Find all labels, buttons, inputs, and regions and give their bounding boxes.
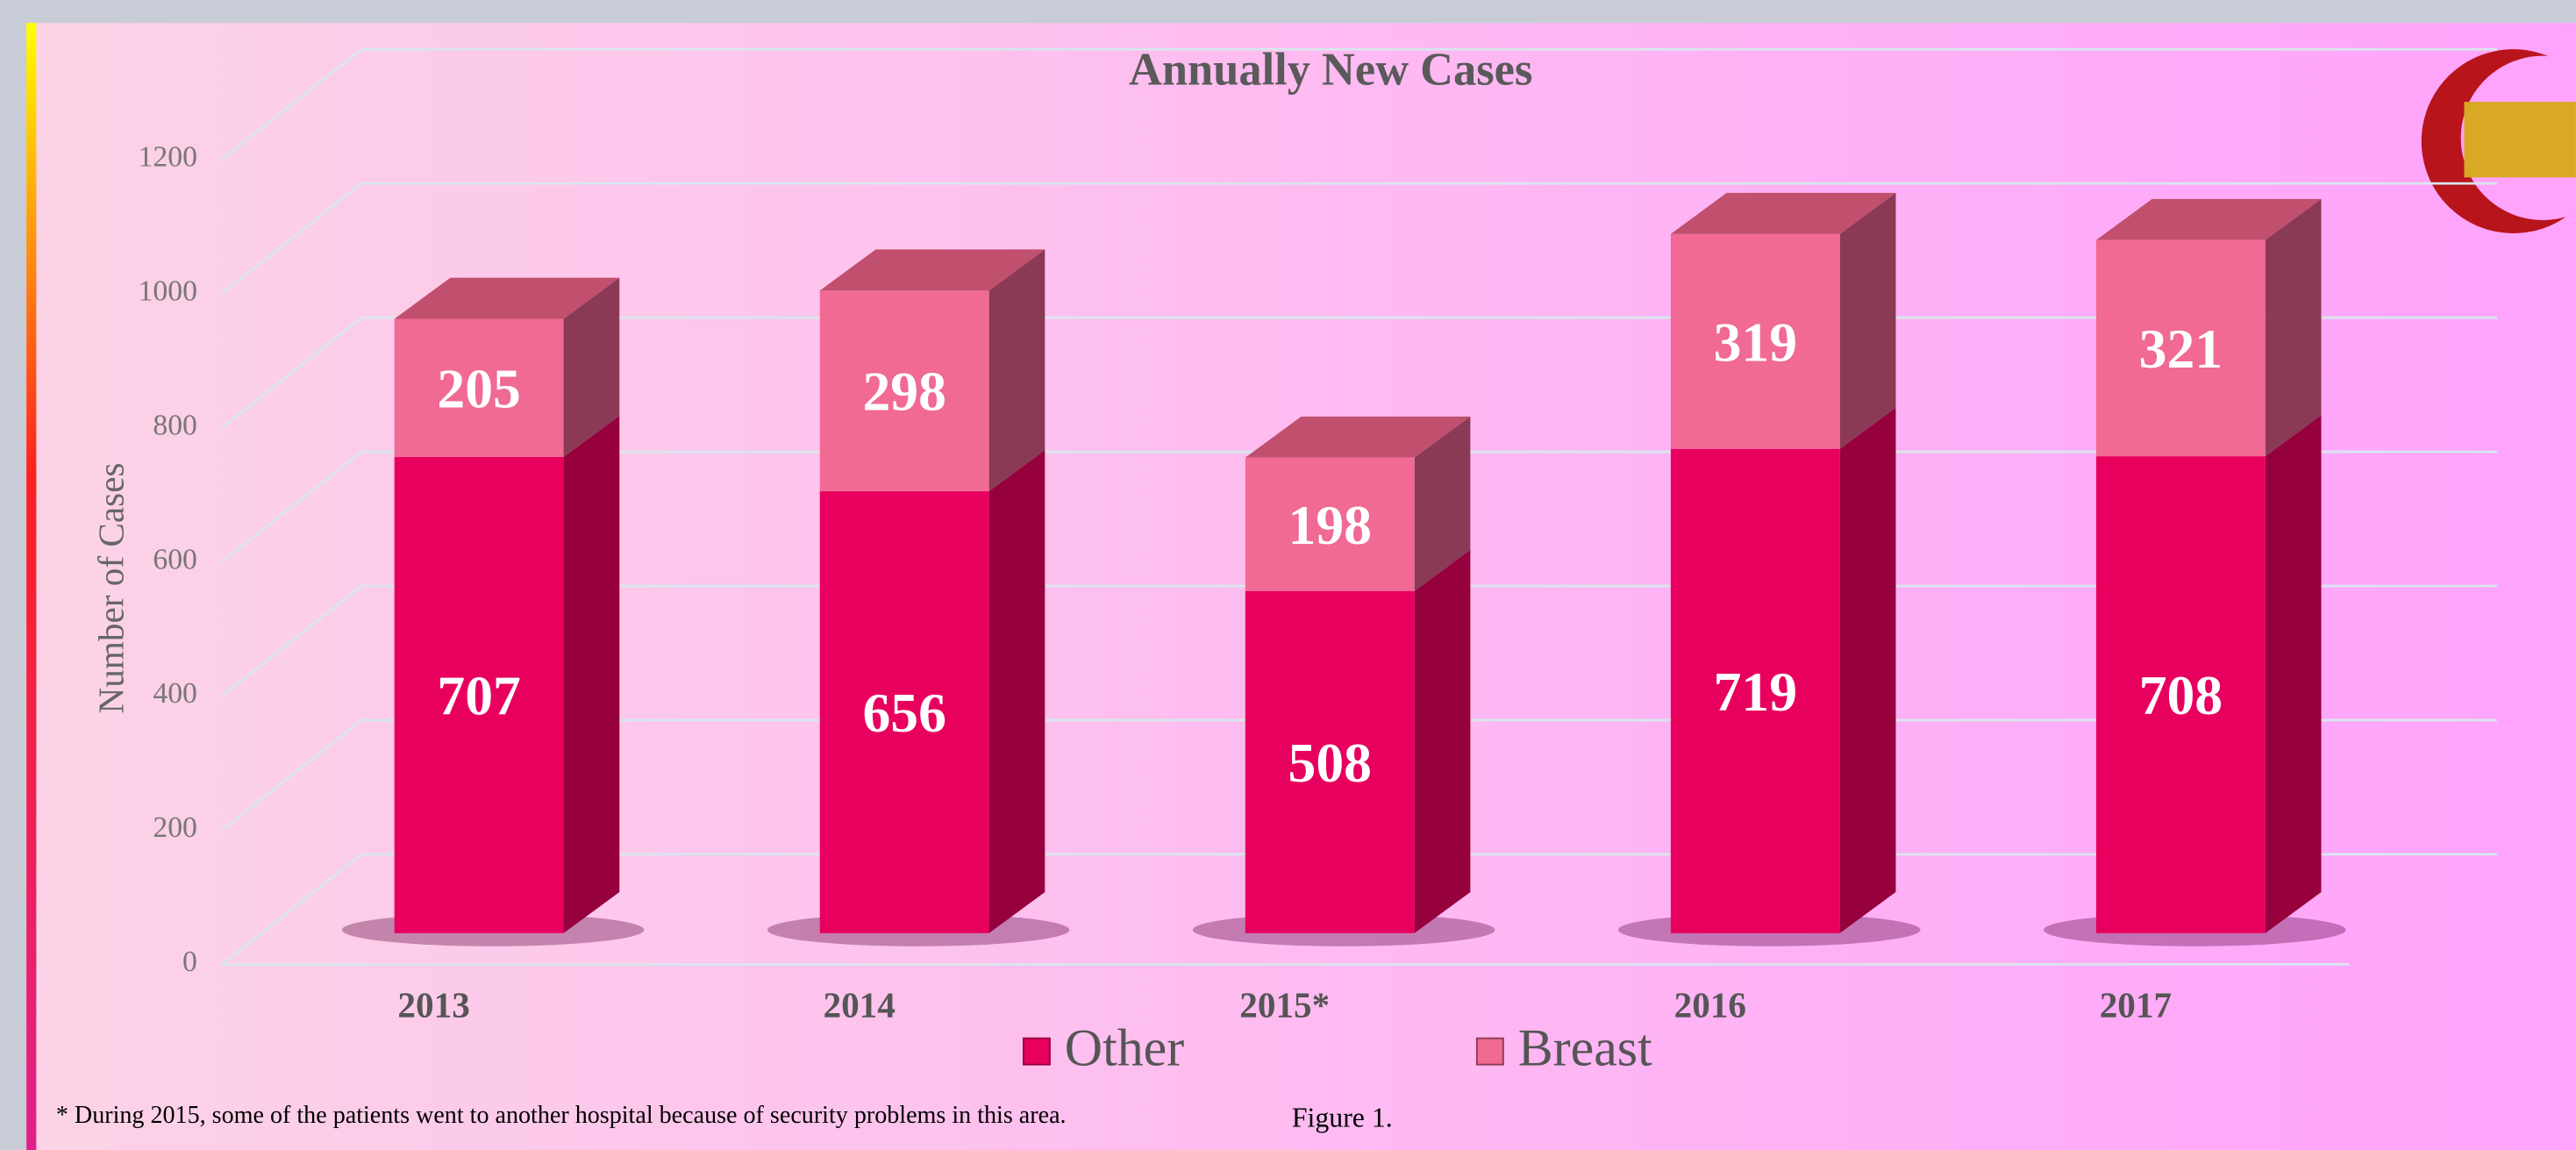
bar-top	[2095, 198, 2322, 240]
data-label: 508	[1288, 732, 1372, 794]
bar-segment	[1245, 549, 1471, 933]
bar-front	[819, 491, 989, 933]
y-tick-label: 800	[153, 409, 197, 441]
bar-side	[563, 416, 620, 933]
bar-side	[988, 450, 1045, 933]
bar-front	[2095, 456, 2266, 933]
data-label: 205	[437, 357, 520, 419]
x-tick-label: 2014	[823, 984, 895, 1025]
legend-swatch	[1023, 1037, 1051, 1066]
bar-front	[819, 290, 989, 492]
legend-label: Other	[1065, 1018, 1184, 1076]
data-label: 719	[1714, 661, 1797, 723]
bar-segment	[1245, 416, 1471, 591]
edge-stripe	[26, 23, 37, 1150]
plot-area: 0 200 400 600 800 1000 1200 2013 707 205 2014 656 29…	[139, 47, 2497, 1076]
bar-segment	[819, 450, 1045, 933]
data-label: 198	[1288, 494, 1372, 556]
bar-side	[563, 277, 620, 457]
bar-segment	[1670, 407, 1896, 933]
bar-side	[2265, 415, 2322, 933]
bar-front	[1245, 457, 1415, 591]
bar-side	[1839, 192, 1896, 449]
bar-side	[1414, 549, 1471, 933]
y-tick-label: 0	[182, 946, 197, 978]
bar-front	[2095, 239, 2266, 457]
chart-title: Annually New Cases	[1129, 44, 1532, 95]
data-label: 707	[437, 664, 520, 726]
bar-top	[1670, 192, 1896, 234]
y-tick-label: 200	[153, 811, 197, 844]
bar-segment	[1670, 192, 1896, 449]
x-tick-label: 2013	[397, 984, 469, 1025]
legend-label: Breast	[1518, 1018, 1652, 1076]
y-tick-label: 400	[153, 677, 197, 710]
data-label: 298	[862, 361, 945, 423]
logo	[2421, 49, 2576, 233]
data-label: 319	[1714, 311, 1797, 373]
bar-top	[819, 249, 1045, 291]
y-tick-label: 600	[153, 543, 197, 575]
bar-front	[1670, 233, 1840, 449]
bar-top	[394, 277, 620, 319]
bar-side	[1839, 407, 1896, 933]
bar-side	[988, 249, 1045, 492]
bar-side	[1414, 416, 1471, 591]
y-axis-label: Number of Cases	[91, 462, 132, 713]
bar-side	[2265, 198, 2322, 457]
y-tick-label: 1000	[139, 275, 197, 307]
bar-front	[1245, 590, 1415, 933]
y-tick-label: 1200	[139, 140, 197, 173]
footnote: * During 2015, some of the patients went…	[56, 1102, 1067, 1129]
bar-segment	[394, 416, 620, 933]
bar-segment	[2095, 415, 2322, 933]
x-tick-label: 2016	[1674, 984, 1746, 1025]
data-label: 656	[862, 682, 945, 744]
data-label: 708	[2139, 664, 2223, 726]
bar-front	[394, 318, 564, 457]
caption: Figure 1.	[1292, 1103, 1393, 1133]
x-tick-label: 2017	[2100, 984, 2172, 1025]
bar-segment	[394, 277, 620, 457]
bar-front	[1670, 448, 1840, 933]
bar-top	[1245, 416, 1471, 458]
bar-segment	[2095, 198, 2322, 457]
grid-line	[221, 47, 2497, 161]
grid-line	[221, 182, 2497, 295]
bar-front	[394, 456, 564, 933]
data-label: 321	[2139, 318, 2223, 380]
x-tick-label: 2015*	[1239, 984, 1330, 1025]
bar-segment	[819, 249, 1045, 492]
legend-swatch	[1475, 1037, 1504, 1066]
